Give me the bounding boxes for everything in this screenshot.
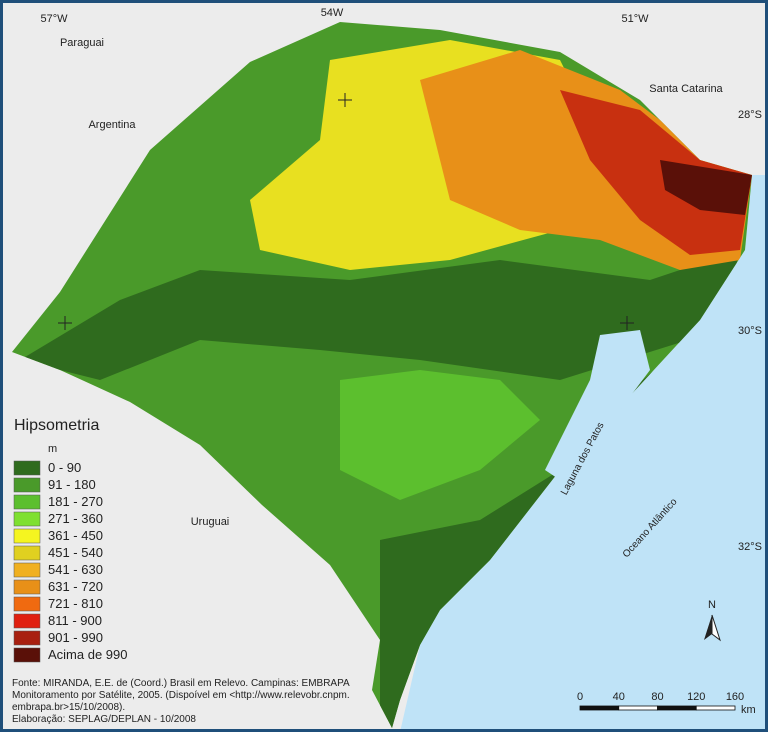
legend-label: 721 - 810 [48, 596, 103, 611]
north-arrow-shape [704, 615, 712, 640]
legend-swatch [13, 545, 41, 561]
legend-label: Acima de 990 [48, 647, 128, 662]
legend-swatch [13, 511, 41, 527]
scale-label: 40 [613, 691, 625, 703]
scale-segment [618, 705, 658, 711]
source-line: Monitoramento por Satélite, 2005. (Dispo… [12, 690, 350, 701]
legend-swatch [13, 494, 41, 510]
place-label: Argentina [88, 119, 136, 131]
legend: 0 - 90 91 - 180 181 - 270 271 - 360 361 - 45… [13, 460, 128, 663]
source-line: Elaboração: SEPLAG/DEPLAN - 10/2008 [12, 714, 196, 725]
grid-cross [620, 316, 634, 330]
source-line: Fonte: MIRANDA, E.E. de (Coord.) Brasil … [12, 678, 350, 689]
legend-swatch [13, 630, 41, 646]
legend-label: 271 - 360 [48, 511, 103, 526]
legend-swatch [13, 460, 41, 476]
scale-label: 0 [577, 691, 583, 703]
legend-unit: m [48, 443, 57, 455]
legend-label: 811 - 900 [48, 613, 102, 628]
grid-cross [58, 316, 72, 330]
legend-label: 451 - 540 [48, 545, 103, 560]
grid-cross [338, 93, 352, 107]
scale-label: 160 [726, 691, 744, 703]
legend-swatch [13, 596, 41, 612]
relief-summit [660, 160, 752, 215]
north-label: N [708, 599, 716, 611]
legend-swatch [13, 613, 41, 629]
legend-swatch [13, 579, 41, 595]
lat-label: 32°S [738, 541, 762, 553]
grid-crosses [58, 93, 634, 330]
legend-swatch [13, 528, 41, 544]
legend-label: 361 - 450 [48, 528, 103, 543]
lon-label: 57°W [40, 13, 68, 25]
legend-swatch [13, 647, 41, 663]
relief-lowland [20, 250, 740, 380]
legend-swatch [13, 477, 41, 493]
lon-label: 51°W [621, 13, 649, 25]
north-arrow: N [704, 599, 721, 642]
relief-hills [340, 370, 540, 500]
north-arrow-shape [711, 614, 721, 642]
legend-label: 541 - 630 [48, 562, 103, 577]
legend-label: 631 - 720 [48, 579, 103, 594]
legend-label: 181 - 270 [48, 494, 103, 509]
scale-label: 120 [687, 691, 705, 703]
legend-title: Hipsometria [14, 417, 99, 434]
scale-unit: km [741, 704, 756, 716]
place-label: Uruguai [191, 516, 230, 528]
legend-label: 91 - 180 [48, 477, 96, 492]
place-label: Santa Catarina [649, 83, 723, 95]
legend-label: 901 - 990 [48, 630, 103, 645]
place-label: Paraguai [60, 37, 104, 49]
scale-segment [657, 705, 697, 711]
scale-segment [579, 705, 620, 711]
relief-peak [560, 90, 752, 255]
lat-label: 30°S [738, 325, 762, 337]
scale-segment [695, 705, 736, 711]
lagoon [545, 330, 650, 480]
lon-label: 54W [321, 7, 344, 19]
legend-label: 0 - 90 [48, 460, 81, 475]
legend-swatch [13, 562, 41, 578]
source-line: embrapa.br>15/10/2008). [12, 702, 125, 713]
lat-label: 28°S [738, 109, 762, 121]
scale-label: 80 [651, 691, 663, 703]
source: Fonte: MIRANDA, E.E. de (Coord.) Brasil … [12, 678, 350, 725]
